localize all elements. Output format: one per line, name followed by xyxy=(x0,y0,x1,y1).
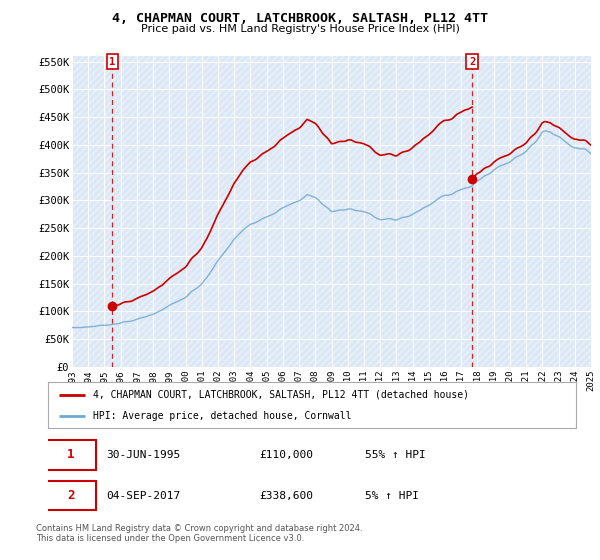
Text: 4, CHAPMAN COURT, LATCHBROOK, SALTASH, PL12 4TT: 4, CHAPMAN COURT, LATCHBROOK, SALTASH, P… xyxy=(112,12,488,25)
Text: 5% ↑ HPI: 5% ↑ HPI xyxy=(365,491,419,501)
Text: 2: 2 xyxy=(67,489,74,502)
Text: Contains HM Land Registry data © Crown copyright and database right 2024.
This d: Contains HM Land Registry data © Crown c… xyxy=(36,524,362,543)
Text: 55% ↑ HPI: 55% ↑ HPI xyxy=(365,450,425,460)
Text: 4, CHAPMAN COURT, LATCHBROOK, SALTASH, PL12 4TT (detached house): 4, CHAPMAN COURT, LATCHBROOK, SALTASH, P… xyxy=(93,390,469,400)
Text: £338,600: £338,600 xyxy=(259,491,313,501)
Text: HPI: Average price, detached house, Cornwall: HPI: Average price, detached house, Corn… xyxy=(93,411,352,421)
Text: 30-JUN-1995: 30-JUN-1995 xyxy=(106,450,181,460)
Text: 2: 2 xyxy=(469,57,475,67)
Text: 1: 1 xyxy=(109,57,116,67)
FancyBboxPatch shape xyxy=(46,481,95,510)
Text: 1: 1 xyxy=(67,449,74,461)
Text: Price paid vs. HM Land Registry's House Price Index (HPI): Price paid vs. HM Land Registry's House … xyxy=(140,24,460,34)
FancyBboxPatch shape xyxy=(46,440,95,470)
Text: £110,000: £110,000 xyxy=(259,450,313,460)
Text: 04-SEP-2017: 04-SEP-2017 xyxy=(106,491,181,501)
